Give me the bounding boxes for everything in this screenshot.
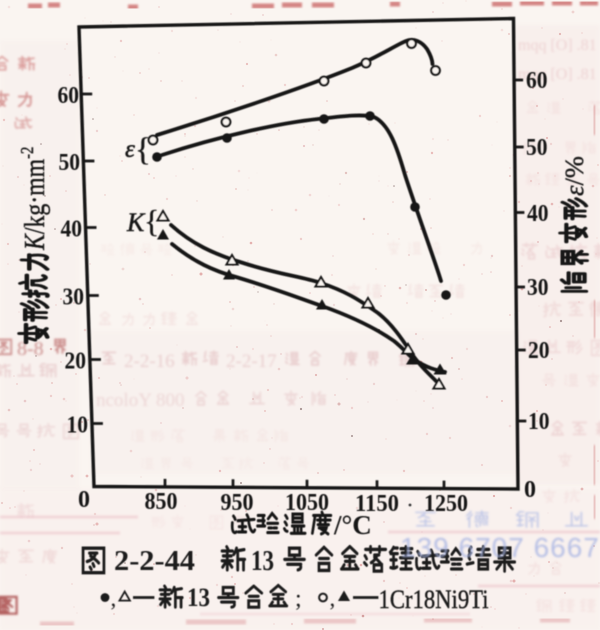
svg-text:{: { (144, 203, 159, 239)
svg-text:ε: ε (125, 136, 135, 163)
svg-text:60: 60 (58, 83, 80, 109)
svg-text:10: 10 (528, 409, 550, 435)
svg-text:2-2-17: 2-2-17 (226, 351, 277, 372)
svg-text:K/kg·mm-2: K/kg·mm-2 (17, 147, 51, 251)
svg-text:60: 60 (526, 68, 548, 94)
svg-text:;: ; (295, 586, 302, 612)
svg-text:50: 50 (59, 150, 81, 176)
svg-text:850: 850 (145, 489, 178, 515)
svg-text:,: , (111, 586, 117, 611)
svg-text:1150: 1150 (355, 491, 399, 517)
svg-text:8-8: 8-8 (17, 338, 44, 360)
svg-text:20: 20 (528, 338, 550, 364)
svg-text:K: K (126, 208, 146, 237)
svg-text:13: 13 (251, 546, 274, 577)
svg-text:40: 40 (61, 217, 83, 243)
svg-text:10: 10 (67, 413, 89, 439)
svg-text:13: 13 (187, 583, 210, 612)
svg-text:mqq [O] .81: mqq [O] .81 (518, 37, 597, 54)
svg-text:,: , (330, 586, 336, 611)
svg-text:30: 30 (527, 275, 549, 301)
svg-text:1Cr18Ni9Ti: 1Cr18Ni9Ti (379, 585, 489, 614)
svg-text:139 6707 6667: 139 6707 6667 (400, 532, 600, 563)
svg-text:20: 20 (65, 349, 87, 375)
svg-text:ncoloY 800: ncoloY 800 (96, 390, 184, 411)
svg-text:mqq [O] .81: mqq [O] .81 (518, 66, 597, 83)
svg-text:ε/%: ε/% (559, 156, 589, 196)
svg-text:1250: 1250 (424, 491, 468, 517)
svg-text:0: 0 (78, 487, 90, 513)
svg-text:30: 30 (63, 285, 85, 311)
svg-text:40: 40 (527, 201, 549, 227)
svg-text:0: 0 (524, 477, 536, 503)
svg-text:50: 50 (526, 135, 548, 161)
svg-text:1050: 1050 (285, 490, 329, 516)
svg-text:2-2-44: 2-2-44 (114, 545, 195, 577)
svg-text:2-2-16: 2-2-16 (124, 351, 175, 372)
svg-text:/°C: /°C (333, 510, 372, 540)
svg-text:950: 950 (221, 490, 254, 516)
svg-text:{: { (135, 132, 151, 168)
